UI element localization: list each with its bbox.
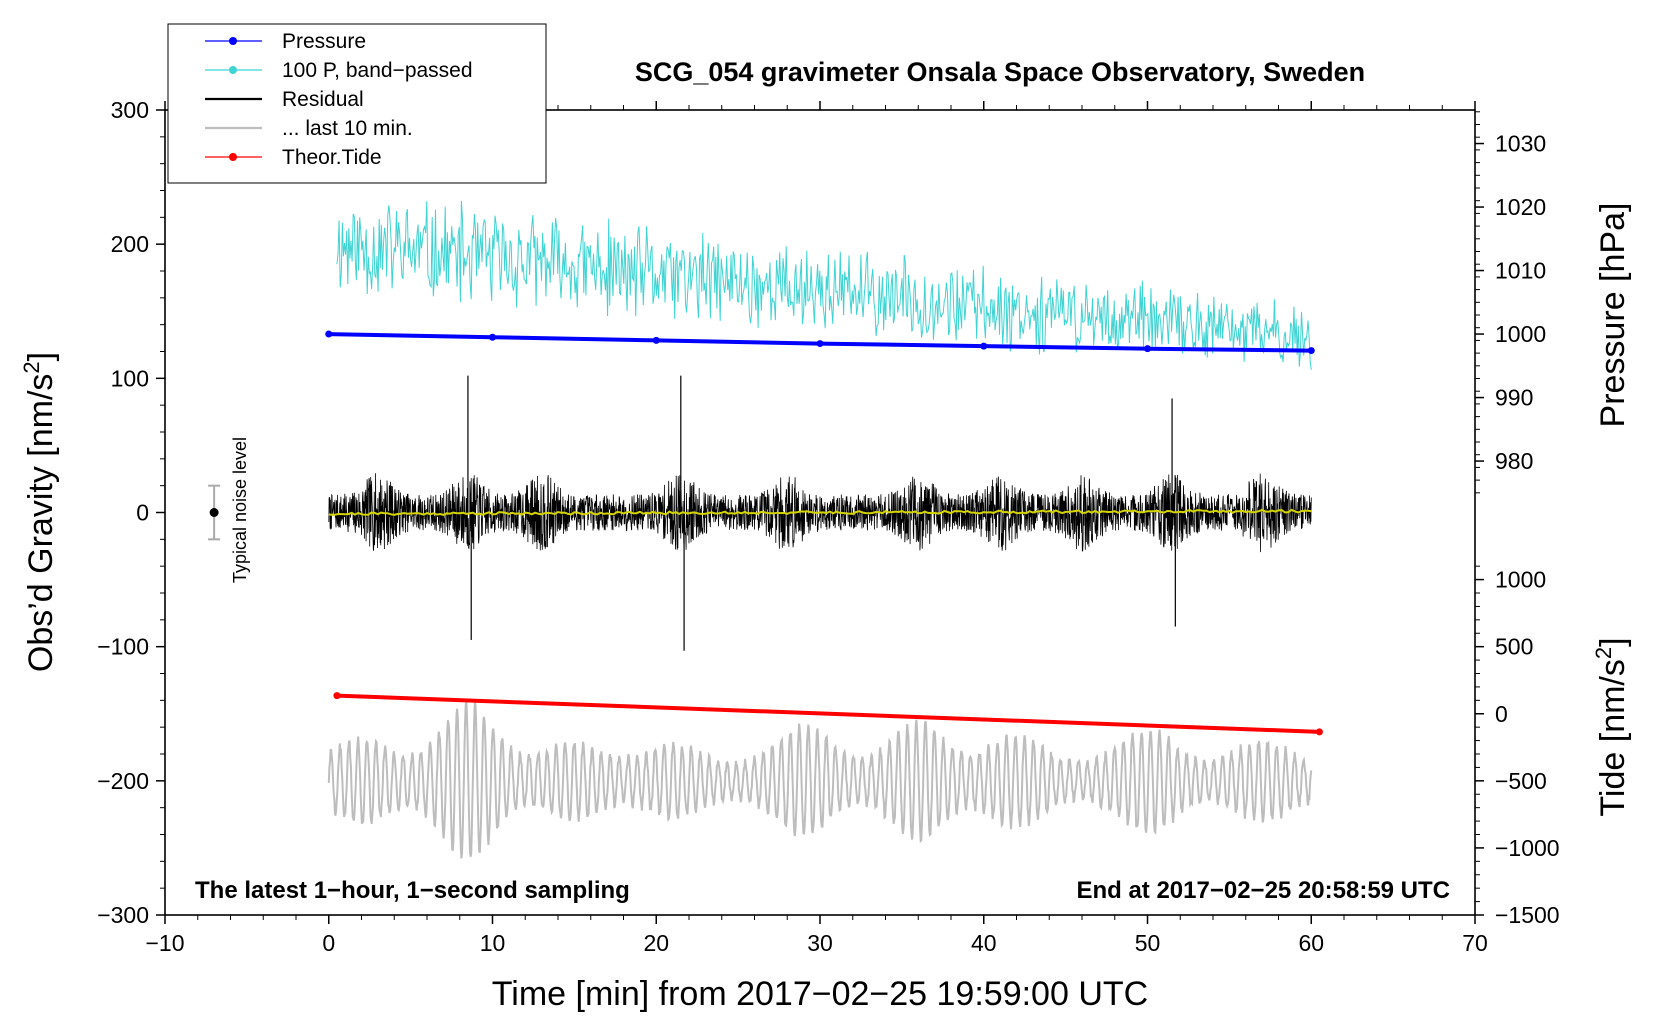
y-axis-pressure-label: Pressure [hPa] (1594, 203, 1632, 428)
y-axis-tide-label-close: ] (1594, 637, 1632, 646)
noise-level-indicator (208, 484, 221, 541)
legend-label: Residual (282, 88, 364, 111)
footer-right: End at 2017−02−25 20:58:59 UTC (1076, 877, 1450, 904)
residual-series (328, 375, 1312, 651)
x-tick-label: 60 (1298, 930, 1324, 956)
y-axis-tide: 1000 500 0 −500 −1000 −1500 (1475, 565, 1560, 928)
footer-left: The latest 1−hour, 1−second sampling (195, 877, 630, 904)
y-tick-label: −300 (97, 902, 149, 928)
tide-tick-label: −500 (1495, 768, 1547, 794)
pressure-tick-label: 1030 (1495, 131, 1546, 157)
pressure-band-passed-series (336, 200, 1312, 370)
x-tick-label: 20 (643, 930, 669, 956)
tide-tick-label: 0 (1495, 701, 1508, 727)
theor-tide-line (336, 693, 1320, 734)
y-axis-tide-label: Tide [nm/s2] (1591, 637, 1632, 816)
residual-smoothed-line (328, 508, 1312, 516)
pressure-point (816, 340, 824, 348)
residual-smoothed-series (328, 508, 1312, 516)
legend-marker (229, 37, 237, 45)
pressure-point (980, 342, 988, 350)
tide-tick-label: −1500 (1495, 902, 1560, 928)
y-tick-label: −200 (97, 768, 149, 794)
pressure-tick-label: 990 (1495, 385, 1533, 411)
x-tick-label: 50 (1135, 930, 1161, 956)
y-axis-tide-label-main: Tide [nm/s (1594, 659, 1632, 816)
y-tick-label: 0 (136, 500, 149, 526)
pressure-tick-label: 1010 (1495, 258, 1546, 284)
y-tick-label: −100 (97, 634, 149, 660)
pressure-tick-label: 980 (1495, 448, 1533, 474)
y-axis-left-label-sup: 2 (19, 361, 44, 373)
x-axis-label: Time [min] from 2017−02−25 19:59:00 UTC (492, 975, 1148, 1013)
pressure-point (325, 330, 333, 338)
pressure-point (1307, 347, 1315, 355)
x-axis: −10 0 10 20 30 40 50 60 70 (145, 101, 1488, 956)
y-tick-label: 200 (111, 231, 149, 257)
y-axis-left-label: Obs’d Gravity [nm/s2] (19, 352, 60, 672)
pressure-point (489, 333, 496, 341)
x-tick-label: 10 (480, 930, 506, 956)
x-tick-label: −10 (145, 930, 184, 956)
y-tick-label: 300 (111, 97, 149, 123)
x-tick-label: 30 (807, 930, 833, 956)
x-tick-label: 40 (971, 930, 997, 956)
y-axis-pressure: 980 990 1000 1010 1020 1030 (1475, 111, 1546, 494)
legend-label: ... last 10 min. (282, 117, 413, 140)
legend-label: Theor.Tide (282, 146, 382, 169)
legend-label: Pressure (282, 30, 366, 53)
noise-center (209, 508, 219, 517)
y-axis-tide-label-sup: 2 (1591, 647, 1616, 659)
legend-marker (229, 66, 237, 74)
y-tick-label: 100 (111, 365, 149, 391)
pressure-tick-label: 1000 (1495, 321, 1546, 347)
last-10-min-series (327, 699, 1313, 859)
x-tick-label: 70 (1462, 930, 1488, 956)
theor-tide-point (333, 692, 341, 700)
tide-tick-label: −1000 (1495, 835, 1560, 861)
y-axis-left: 300 200 100 0 −100 −200 −300 (97, 97, 165, 928)
pressure-point (652, 336, 660, 344)
last-10-min-line (327, 699, 1313, 859)
y-axis-left-label-main: Obs’d Gravity [nm/s (22, 374, 60, 673)
legend-label: 100 P, band−passed (282, 59, 473, 82)
tide-tick-label: 500 (1495, 634, 1533, 660)
tide-tick-label: 1000 (1495, 567, 1546, 593)
legend-marker (229, 153, 237, 161)
theor-tide-series (333, 692, 1323, 736)
theor-tide-point (1315, 728, 1323, 736)
chart-title: SCG_054 gravimeter Onsala Space Observat… (635, 57, 1365, 87)
residual-line (328, 473, 1312, 553)
noise-level-label: Typical noise level (230, 437, 250, 583)
y-axis-left-label-close: ] (22, 352, 60, 361)
pressure-series (325, 330, 1315, 355)
x-tick-label: 0 (322, 930, 335, 956)
pressure-tick-label: 1020 (1495, 194, 1546, 220)
pressure-band-passed-line (336, 200, 1312, 370)
pressure-point (1144, 345, 1151, 353)
legend: Pressure 100 P, band−passed Residual ... la… (167, 23, 547, 184)
